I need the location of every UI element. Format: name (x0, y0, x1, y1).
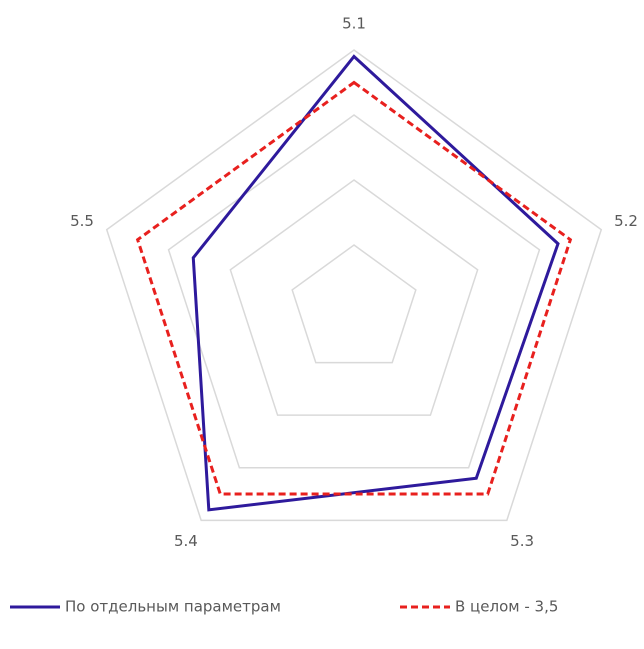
series-line (135, 80, 573, 496)
series-line (191, 54, 560, 512)
grid-ring (105, 49, 603, 522)
legend-label: По отдельным параметрам (65, 598, 281, 616)
axis-label: 5.4 (174, 532, 198, 550)
axis-label: 5.1 (342, 15, 366, 33)
axis-label: 5.3 (510, 532, 534, 550)
grid-ring (229, 179, 479, 416)
grid-ring (291, 244, 417, 364)
grid-ring (167, 114, 541, 469)
axis-label: 5.2 (614, 212, 638, 230)
axis-label: 5.5 (70, 212, 94, 230)
legend-label: В целом - 3,5 (455, 598, 558, 616)
